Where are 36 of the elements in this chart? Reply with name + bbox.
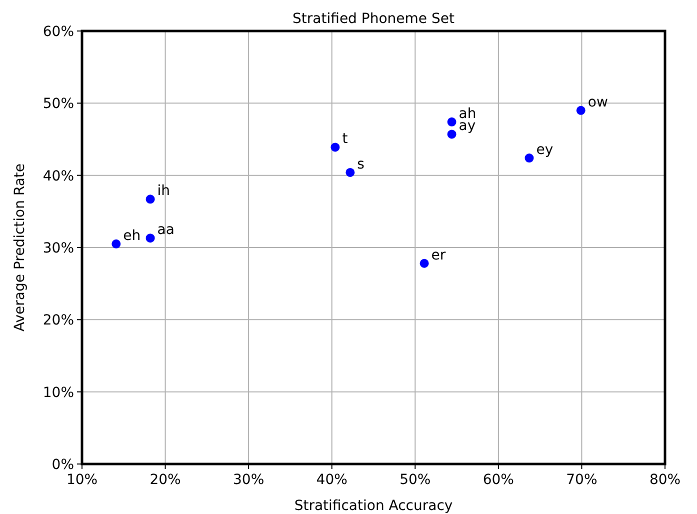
y-tick-label: 10% (42, 384, 74, 401)
chart-title: Stratified Phoneme Set (292, 11, 455, 27)
x-tick-label: 20% (150, 472, 181, 488)
point (146, 194, 155, 204)
y-axis-title: Average Prediction Rate (12, 163, 28, 332)
x-tick-label: 10% (66, 472, 98, 488)
x-axis-title: Stratification Accuracy (294, 498, 453, 514)
point (146, 234, 155, 243)
y-tick-label: 60% (42, 24, 74, 40)
y-tick-label: 20% (42, 312, 74, 329)
point (576, 106, 586, 115)
point (420, 258, 429, 268)
y-tick-label: 50% (42, 96, 74, 112)
x-tick-label: 60% (482, 472, 514, 488)
x-tick-label: 40% (316, 472, 348, 488)
x-tick-label: 70% (566, 472, 598, 488)
annotation: t (342, 131, 348, 148)
x-tick-label: 30% (233, 472, 264, 488)
annotation: ih (157, 183, 170, 200)
annotation: eh (123, 228, 141, 244)
annotation: s (357, 156, 364, 172)
x-tick-label: 50% (400, 472, 431, 488)
point (112, 239, 121, 248)
annotation: aa (157, 222, 174, 238)
annotation: ey (536, 142, 554, 158)
point (447, 117, 456, 126)
point (524, 154, 534, 163)
y-tick-label: 30% (42, 240, 74, 256)
annotation: er (431, 247, 446, 264)
point (447, 130, 456, 139)
point (330, 142, 340, 152)
annotation: ow (588, 94, 608, 110)
x-tick-label: 80% (649, 472, 681, 488)
y-tick-label: 40% (42, 168, 74, 184)
y-tick-label: 0% (52, 457, 74, 473)
point (346, 168, 355, 177)
